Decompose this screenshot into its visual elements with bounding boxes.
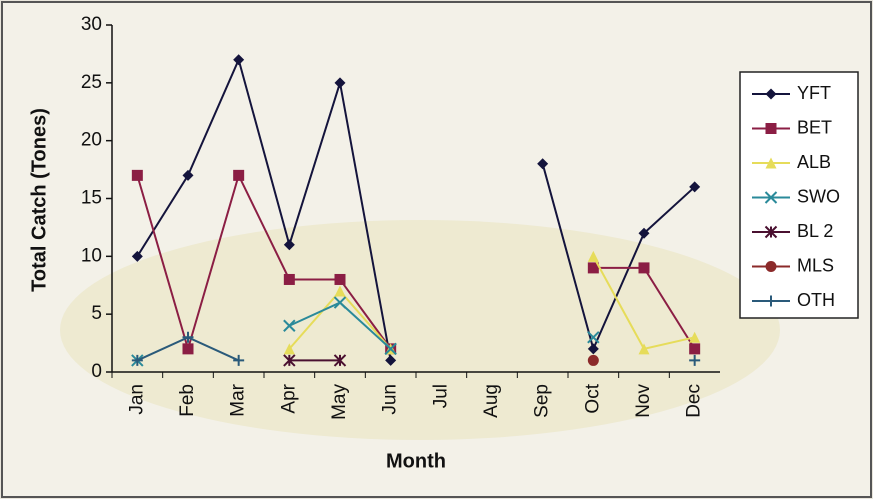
background-shape [60, 220, 780, 440]
x-tick-label: Dec [684, 384, 705, 418]
x-axis-title: Month [386, 450, 446, 472]
x-tick-label: Feb [177, 384, 198, 417]
y-tick-label: 10 [81, 245, 102, 266]
marker [283, 239, 295, 251]
x-tick-label: Jan [126, 384, 147, 415]
marker [334, 273, 346, 285]
marker [182, 169, 194, 181]
marker [689, 354, 701, 366]
marker [182, 331, 194, 343]
x-tick-label: Mar [228, 383, 249, 416]
marker [689, 343, 701, 355]
marker [384, 342, 397, 356]
y-axis-title: Total Catch (Tones) [28, 108, 50, 292]
marker [385, 354, 397, 366]
marker [334, 285, 346, 297]
marker [765, 157, 777, 169]
marker [638, 262, 650, 274]
marker [131, 250, 143, 262]
legend-text: YFT [797, 83, 831, 103]
legend-text: BL 2 [797, 221, 833, 241]
marker [638, 227, 650, 239]
y-tick-label: 5 [91, 303, 102, 324]
x-tick-label: Sep [532, 384, 553, 418]
legend [739, 71, 859, 319]
marker [765, 261, 777, 272]
marker [233, 354, 245, 366]
marker [764, 225, 778, 239]
marker [233, 169, 245, 181]
marker [765, 295, 777, 307]
marker [283, 343, 295, 355]
marker [182, 343, 194, 355]
marker [283, 319, 296, 332]
marker [765, 88, 777, 100]
marker [764, 191, 778, 204]
legend-text: SWO [797, 186, 840, 206]
legend-text: ALB [797, 152, 831, 172]
marker [587, 250, 599, 262]
marker [689, 181, 701, 193]
y-tick-label: 15 [81, 188, 102, 209]
y-tick-label: 30 [81, 14, 102, 35]
x-tick-label: Jun [380, 384, 401, 415]
y-tick-label: 0 [91, 361, 102, 382]
x-tick-label: Oct [582, 383, 603, 413]
marker [333, 296, 347, 309]
marker [587, 331, 600, 344]
marker [283, 354, 296, 367]
marker [233, 54, 245, 66]
marker [131, 354, 143, 366]
marker [283, 273, 295, 285]
x-tick-label: Nov [633, 384, 654, 418]
marker [689, 331, 701, 343]
x-tick-label: Aug [481, 384, 502, 418]
marker [587, 343, 599, 355]
marker [131, 169, 143, 181]
legend-text: MLS [797, 255, 834, 275]
marker [638, 343, 650, 355]
y-tick-label: 25 [81, 72, 102, 93]
legend-text: OTH [797, 290, 835, 310]
x-tick-label: May [329, 384, 350, 420]
legend-text: BET [797, 117, 832, 137]
x-tick-label: Apr [278, 383, 299, 413]
series-line [136, 56, 696, 361]
marker [334, 77, 346, 89]
marker [765, 123, 777, 134]
x-tick-label: Jul [430, 384, 451, 408]
y-tick-label: 20 [81, 130, 102, 151]
marker [333, 354, 347, 367]
marker [537, 158, 549, 170]
marker [587, 262, 599, 274]
marker [587, 354, 599, 366]
